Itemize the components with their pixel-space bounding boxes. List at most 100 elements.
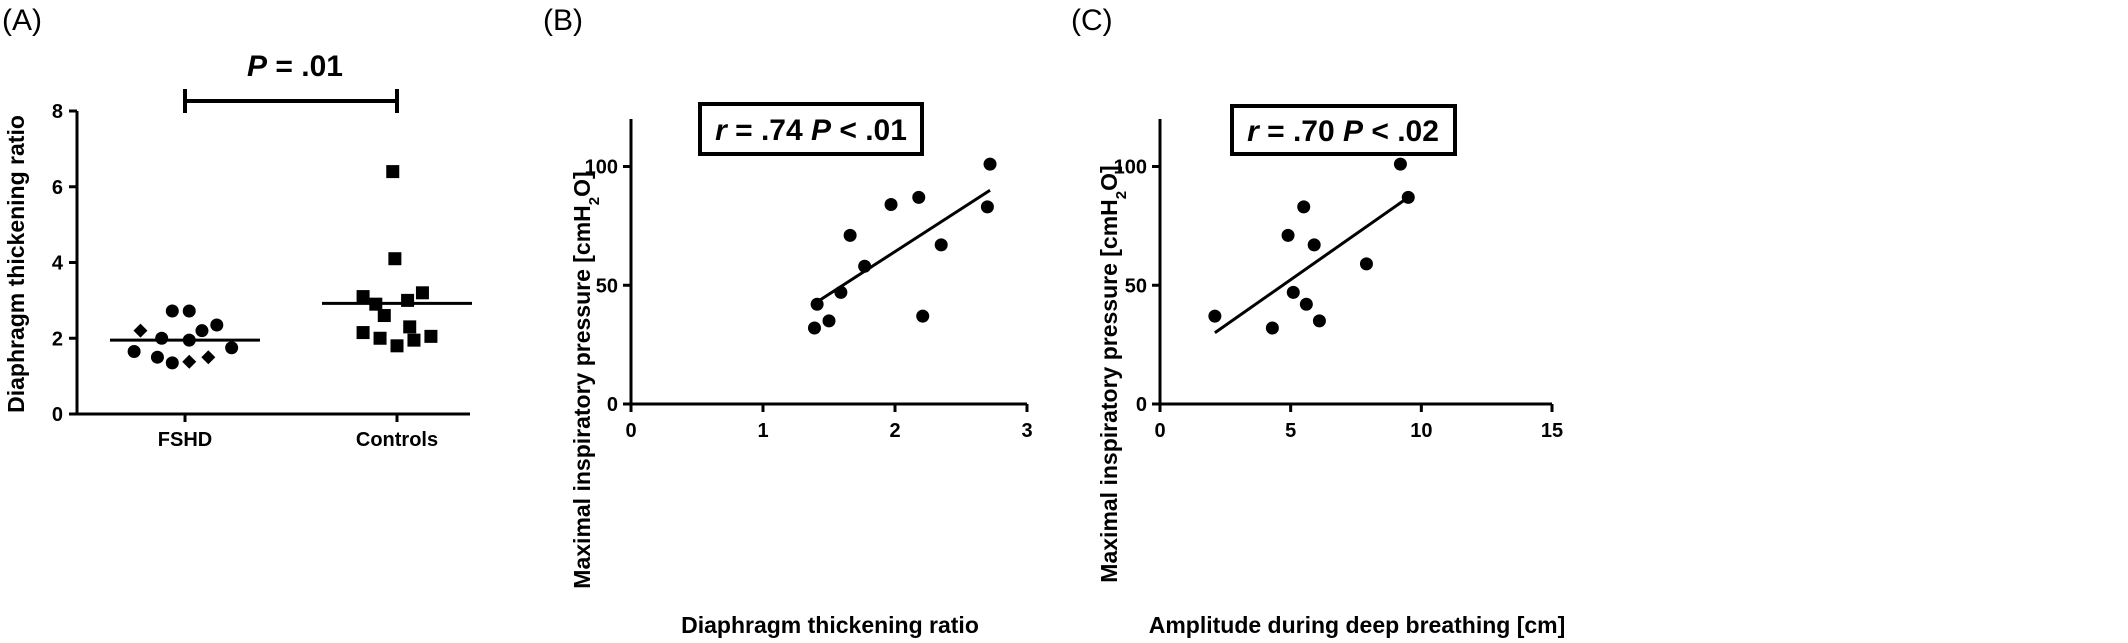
panel-c-r-symbol: r — [1247, 115, 1261, 148]
panel-a-point-circle — [155, 331, 169, 345]
panel-c-y-axis-label: Maximal inspiratory pressure [cmH2O] — [1096, 165, 1130, 582]
panel-a-point-square — [356, 290, 370, 304]
panel-a-point-square — [401, 293, 415, 307]
panel-b-y-axis-label: Maximal inspiratory pressure [cmH2O] — [569, 171, 603, 588]
panel-c-tick-labels: 0 50 100 0 5 10 15 — [1114, 157, 1564, 443]
panel-b-point — [843, 228, 857, 242]
panel-c-point — [1401, 190, 1415, 204]
panel-a-point-square — [369, 297, 383, 311]
panel-a-point-square — [424, 329, 438, 343]
panel-a-point-circle — [195, 324, 209, 338]
panel-c-correlation-text: r = .70 P < .02 — [1247, 115, 1439, 148]
panel-a-point-square — [386, 165, 400, 179]
panel-b: (B) Maximal inspiratory pressure [cmH2O]… — [543, 4, 1033, 638]
panel-b-y-axis-label-subscript: 2 — [586, 197, 603, 205]
panel-a-y-tick-label: 2 — [52, 328, 63, 350]
panel-a-category-label: FSHD — [158, 429, 212, 451]
panel-a-y-tick-label: 8 — [52, 101, 63, 123]
panel-a-point-circle — [182, 304, 196, 318]
panel-b-y-tick-label: 50 — [596, 275, 618, 297]
panel-b-r-value: = .74 — [727, 114, 811, 147]
panel-c-y-tick-label: 0 — [1136, 394, 1147, 416]
panel-b-r-symbol: r — [715, 114, 729, 147]
panel-c-x-tick-label: 10 — [1410, 420, 1432, 442]
panel-b-label: (B) — [543, 4, 583, 37]
panel-a-point-circle — [127, 345, 141, 359]
panel-a-point-circle — [225, 341, 239, 355]
panel-c-y-axis-label-subscript: 2 — [1113, 191, 1130, 199]
panel-b-x-tick-label: 1 — [757, 420, 768, 442]
panel-c-data-points — [1208, 157, 1415, 335]
panel-b-p-symbol: P — [811, 114, 832, 147]
panel-c-point — [1393, 157, 1407, 171]
panel-b-point — [807, 321, 821, 335]
panel-c-point — [1265, 321, 1279, 335]
panel-a-point-circle — [165, 356, 179, 370]
panel-c-point — [1299, 297, 1313, 311]
panel-c-correlation-box — [1230, 104, 1457, 156]
panel-a-category-labels: FSHD Controls — [158, 429, 438, 451]
panel-b-correlation-text: r = .74 P < .01 — [715, 114, 907, 147]
panel-a-y-tick-label: 6 — [52, 177, 63, 199]
panel-b-x-tick-label: 0 — [625, 420, 636, 442]
panel-c-label: (C) — [1071, 4, 1113, 37]
panel-b-x-tick-label: 2 — [889, 420, 900, 442]
panel-a-point-square — [415, 286, 429, 300]
panel-b-y-tick-label: 0 — [607, 394, 618, 416]
panel-a-p-value: = .01 — [267, 50, 343, 83]
panel-c-y-tick-label: 50 — [1125, 275, 1147, 297]
panel-c-x-axis-label: Amplitude during deep breathing [cm] — [1149, 612, 1566, 638]
panel-a-point-square — [403, 320, 417, 334]
panel-a-point-square — [390, 339, 404, 353]
panel-a-significance-label: P = .01 — [247, 50, 343, 83]
panel-b-regression-line — [816, 188, 991, 304]
panel-c-point — [1281, 228, 1295, 242]
panel-a-point-square — [407, 333, 421, 347]
panel-a-data-points — [110, 165, 472, 370]
panel-a-label: (A) — [2, 4, 42, 37]
panel-a-tick-labels: 0 2 4 6 8 — [52, 101, 64, 426]
panel-b-point — [884, 198, 898, 211]
panel-a-point-diamond — [201, 350, 216, 365]
panel-a: (A) Diaphragm thickening ratio P = .01 0… — [2, 4, 472, 451]
panel-a-point-circle — [210, 318, 224, 332]
panel-b-point — [980, 200, 994, 214]
panel-a-point-square — [377, 309, 391, 323]
panel-c-point — [1307, 238, 1321, 252]
panel-b-y-tick-label: 100 — [585, 157, 618, 179]
panel-a-point-circle — [182, 333, 196, 347]
panel-b-p-value: < .01 — [831, 114, 907, 147]
panel-a-point-circle — [150, 350, 164, 364]
panel-a-point-square — [373, 331, 387, 345]
panel-a-y-tick-label: 4 — [52, 253, 64, 275]
panel-c-regression-line — [1214, 196, 1410, 334]
panel-b-point — [834, 285, 848, 299]
panel-b-point — [916, 309, 930, 323]
panel-c-x-tick-label: 5 — [1285, 420, 1296, 442]
panel-c-point — [1286, 285, 1300, 299]
panel-b-tick-labels: 0 50 100 0 1 2 3 — [585, 157, 1033, 443]
panel-c-x-tick-label: 15 — [1541, 420, 1563, 442]
panel-c-point — [1312, 314, 1326, 328]
panel-c-point — [1359, 257, 1373, 271]
panel-a-point-circle — [165, 304, 179, 318]
panel-c-x-tick-label: 0 — [1154, 420, 1165, 442]
panel-a-point-square — [388, 252, 402, 266]
panel-a-axes — [69, 109, 470, 422]
panel-c-y-tick-label: 100 — [1114, 157, 1147, 179]
panel-b-correlation-box — [698, 102, 924, 156]
panel-b-y-axis-label-end: O] — [569, 171, 595, 197]
panel-c-point — [1297, 200, 1311, 214]
panel-a-y-tick-label: 0 — [52, 404, 63, 426]
panel-b-data-points — [807, 157, 997, 335]
panel-a-point-diamond — [133, 323, 148, 338]
panel-a-point-diamond — [182, 354, 197, 369]
panel-c-p-value: < .02 — [1363, 115, 1439, 148]
panel-a-y-axis-label: Diaphragm thickening ratio — [3, 115, 29, 413]
panel-c-point — [1208, 309, 1222, 323]
panel-c: (C) Maximal inspiratory pressure [cmH2O]… — [1071, 4, 1565, 638]
panel-b-point — [983, 157, 997, 171]
panel-a-significance-bracket — [183, 89, 399, 113]
panel-c-y-axis-label-main: Maximal inspiratory pressure [cmH — [1096, 199, 1122, 582]
panel-b-axes — [623, 119, 1029, 412]
